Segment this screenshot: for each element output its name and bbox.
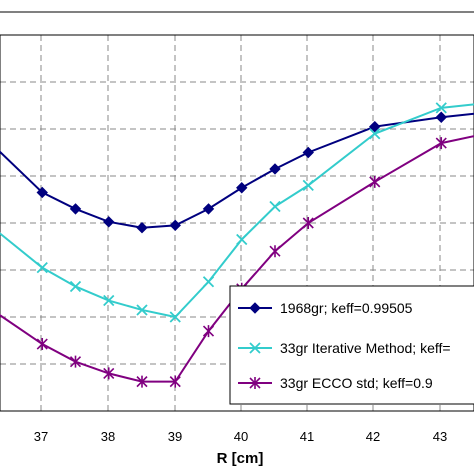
legend-marker-1 — [249, 342, 261, 354]
series-0 — [0, 111, 474, 234]
x-tick-label-37: 37 — [34, 429, 48, 444]
data-point-0-2 — [69, 203, 82, 215]
x-tick-labels: 37 38 39 40 41 42 43 — [34, 429, 447, 444]
data-point-0-10 — [369, 120, 381, 133]
data-point-0-6 — [202, 203, 215, 215]
data-point-1-7 — [236, 233, 248, 246]
x-tick-label-42: 42 — [366, 429, 380, 444]
data-point-1-9 — [302, 179, 314, 192]
data-point-2-3 — [103, 367, 115, 380]
data-point-1-6 — [202, 276, 215, 288]
x-tick-label-38: 38 — [101, 429, 115, 444]
data-point-0-1 — [36, 186, 48, 199]
data-point-0-9 — [302, 146, 314, 159]
plot-area-frame — [0, 34, 474, 412]
legend-label-1: 33gr Iterative Method; keff= — [280, 340, 451, 356]
data-point-2-10 — [369, 175, 381, 188]
data-point-2-5 — [169, 375, 181, 388]
data-point-2-8 — [269, 245, 281, 258]
legend-marker-0 — [249, 302, 261, 314]
data-point-1-1 — [36, 262, 48, 274]
data-point-0-5 — [169, 219, 181, 232]
data-point-0-7 — [236, 182, 248, 194]
data-point-1-10 — [369, 128, 381, 140]
legend-label-0: 1968gr; keff=0.99505 — [280, 300, 413, 316]
data-point-2-4 — [136, 375, 148, 388]
data-point-0-8 — [269, 163, 281, 175]
data-point-0-11 — [435, 111, 447, 123]
data-point-1-3 — [103, 294, 115, 307]
x-tick-label-40: 40 — [234, 429, 248, 444]
x-tick-label-43: 43 — [433, 429, 447, 444]
data-point-0-3 — [103, 216, 115, 228]
legend-marker-2 — [249, 377, 261, 389]
data-point-1-8 — [269, 200, 281, 213]
series-1 — [0, 102, 474, 323]
data-point-0-4 — [136, 221, 148, 234]
data-point-1-11 — [435, 102, 447, 114]
legend: 1968gr; keff=0.99505 33gr Iterative Metho… — [229, 285, 474, 405]
data-point-2-2 — [69, 355, 82, 368]
data-point-2-6 — [202, 325, 215, 338]
legend-label-2: 33gr ECCO std; keff=0.9 — [280, 375, 433, 391]
x-axis-title: R [cm] — [217, 450, 264, 467]
data-point-2-9 — [302, 217, 314, 229]
legend-box — [229, 285, 474, 405]
data-point-2-11 — [435, 137, 447, 150]
data-point-1-5 — [169, 311, 181, 323]
data-point-1-4 — [136, 304, 148, 316]
data-point-1-2 — [69, 280, 82, 293]
data-point-2-1 — [36, 338, 48, 351]
x-tick-label-39: 39 — [168, 429, 182, 444]
legend-entries: 1968gr; keff=0.99505 33gr Iterative Metho… — [238, 300, 451, 391]
x-tick-label-41: 41 — [300, 429, 314, 444]
series-lines — [0, 102, 474, 388]
